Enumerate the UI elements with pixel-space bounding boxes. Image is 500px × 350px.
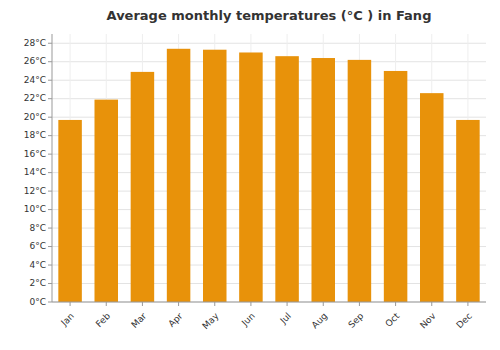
bar — [131, 72, 155, 302]
y-tick-label: 4°C — [29, 260, 46, 270]
y-tick — [48, 98, 52, 99]
y-tick — [48, 80, 52, 81]
x-tick-label: Dec — [454, 311, 473, 330]
x-tick-label: Feb — [94, 311, 113, 330]
y-tick-label: 22°C — [24, 93, 46, 103]
x-tick — [323, 302, 324, 306]
x-tick-label: Jun — [239, 311, 257, 329]
x-tick — [250, 302, 251, 306]
y-tick — [48, 43, 52, 44]
bar — [239, 52, 263, 302]
x-tick — [287, 302, 288, 306]
bar — [456, 120, 480, 302]
y-axis-line — [52, 34, 53, 302]
y-tick — [48, 117, 52, 118]
axes: 0°C 2°C 4°C 6°C 8°C 10°C 12°C 14°C 16°C 18°C 20°C 2… — [24, 34, 486, 331]
y-tick-label: 12°C — [24, 186, 46, 196]
y-tick-label: 28°C — [24, 38, 46, 48]
y-tick-label: 24°C — [24, 75, 46, 85]
bar — [311, 58, 335, 302]
x-tick — [214, 302, 215, 306]
bar — [203, 50, 227, 302]
y-tick — [48, 135, 52, 136]
bar — [94, 100, 118, 302]
y-tick-label: 0°C — [29, 297, 46, 307]
x-tick — [106, 302, 107, 306]
y-tick-label: 26°C — [24, 56, 46, 66]
chart-container: 0°C 2°C 4°C 6°C 8°C 10°C 12°C 14°C 16°C 18°C 20°C 2… — [0, 0, 500, 350]
y-tick-label: 8°C — [29, 223, 46, 233]
bar — [275, 56, 299, 302]
x-tick-label: Oct — [383, 311, 401, 329]
y-tick — [48, 61, 52, 62]
y-tick — [48, 246, 52, 247]
y-grid-line — [52, 43, 486, 44]
x-axis-line — [52, 302, 486, 303]
x-tick-label: Nov — [418, 310, 438, 330]
y-tick — [48, 265, 52, 266]
y-grid-line — [52, 302, 486, 303]
chart-svg: 0°C 2°C 4°C 6°C 8°C 10°C 12°C 14°C 16°C 18°C 20°C 2… — [0, 0, 500, 350]
bar — [420, 93, 444, 302]
x-tick-label: May — [200, 310, 221, 331]
bar — [384, 71, 408, 302]
x-tick-label: Sep — [346, 311, 365, 330]
x-tick — [467, 302, 468, 306]
y-tick-label: 20°C — [24, 112, 46, 122]
y-tick-label: 16°C — [24, 149, 46, 159]
bar — [348, 60, 372, 302]
x-tick — [431, 302, 432, 306]
bar — [167, 49, 191, 302]
y-tick — [48, 154, 52, 155]
bar — [58, 120, 82, 302]
y-grid-line — [52, 80, 486, 81]
y-tick-label: 2°C — [29, 278, 46, 288]
y-tick — [48, 172, 52, 173]
x-tick — [359, 302, 360, 306]
y-tick — [48, 283, 52, 284]
y-grid-line — [52, 61, 486, 62]
x-tick-label: Mar — [129, 311, 148, 330]
x-tick — [178, 302, 179, 306]
x-tick-label: Aug — [310, 311, 330, 331]
y-tick-label: 18°C — [24, 130, 46, 140]
y-tick — [48, 302, 52, 303]
y-tick — [48, 209, 52, 210]
x-tick-label: Apr — [166, 311, 184, 329]
y-tick-label: 14°C — [24, 167, 46, 177]
x-tick-label: Jan — [58, 311, 76, 329]
x-tick-label: Jul — [278, 311, 293, 326]
chart-title: Average monthly temperatures (°C ) in Fa… — [107, 8, 432, 23]
x-tick — [395, 302, 396, 306]
y-tick — [48, 228, 52, 229]
x-tick — [142, 302, 143, 306]
y-tick — [48, 191, 52, 192]
grid — [52, 34, 486, 302]
bars — [58, 49, 479, 302]
y-tick-label: 10°C — [24, 204, 46, 214]
y-tick-label: 6°C — [29, 241, 46, 251]
x-tick — [70, 302, 71, 306]
